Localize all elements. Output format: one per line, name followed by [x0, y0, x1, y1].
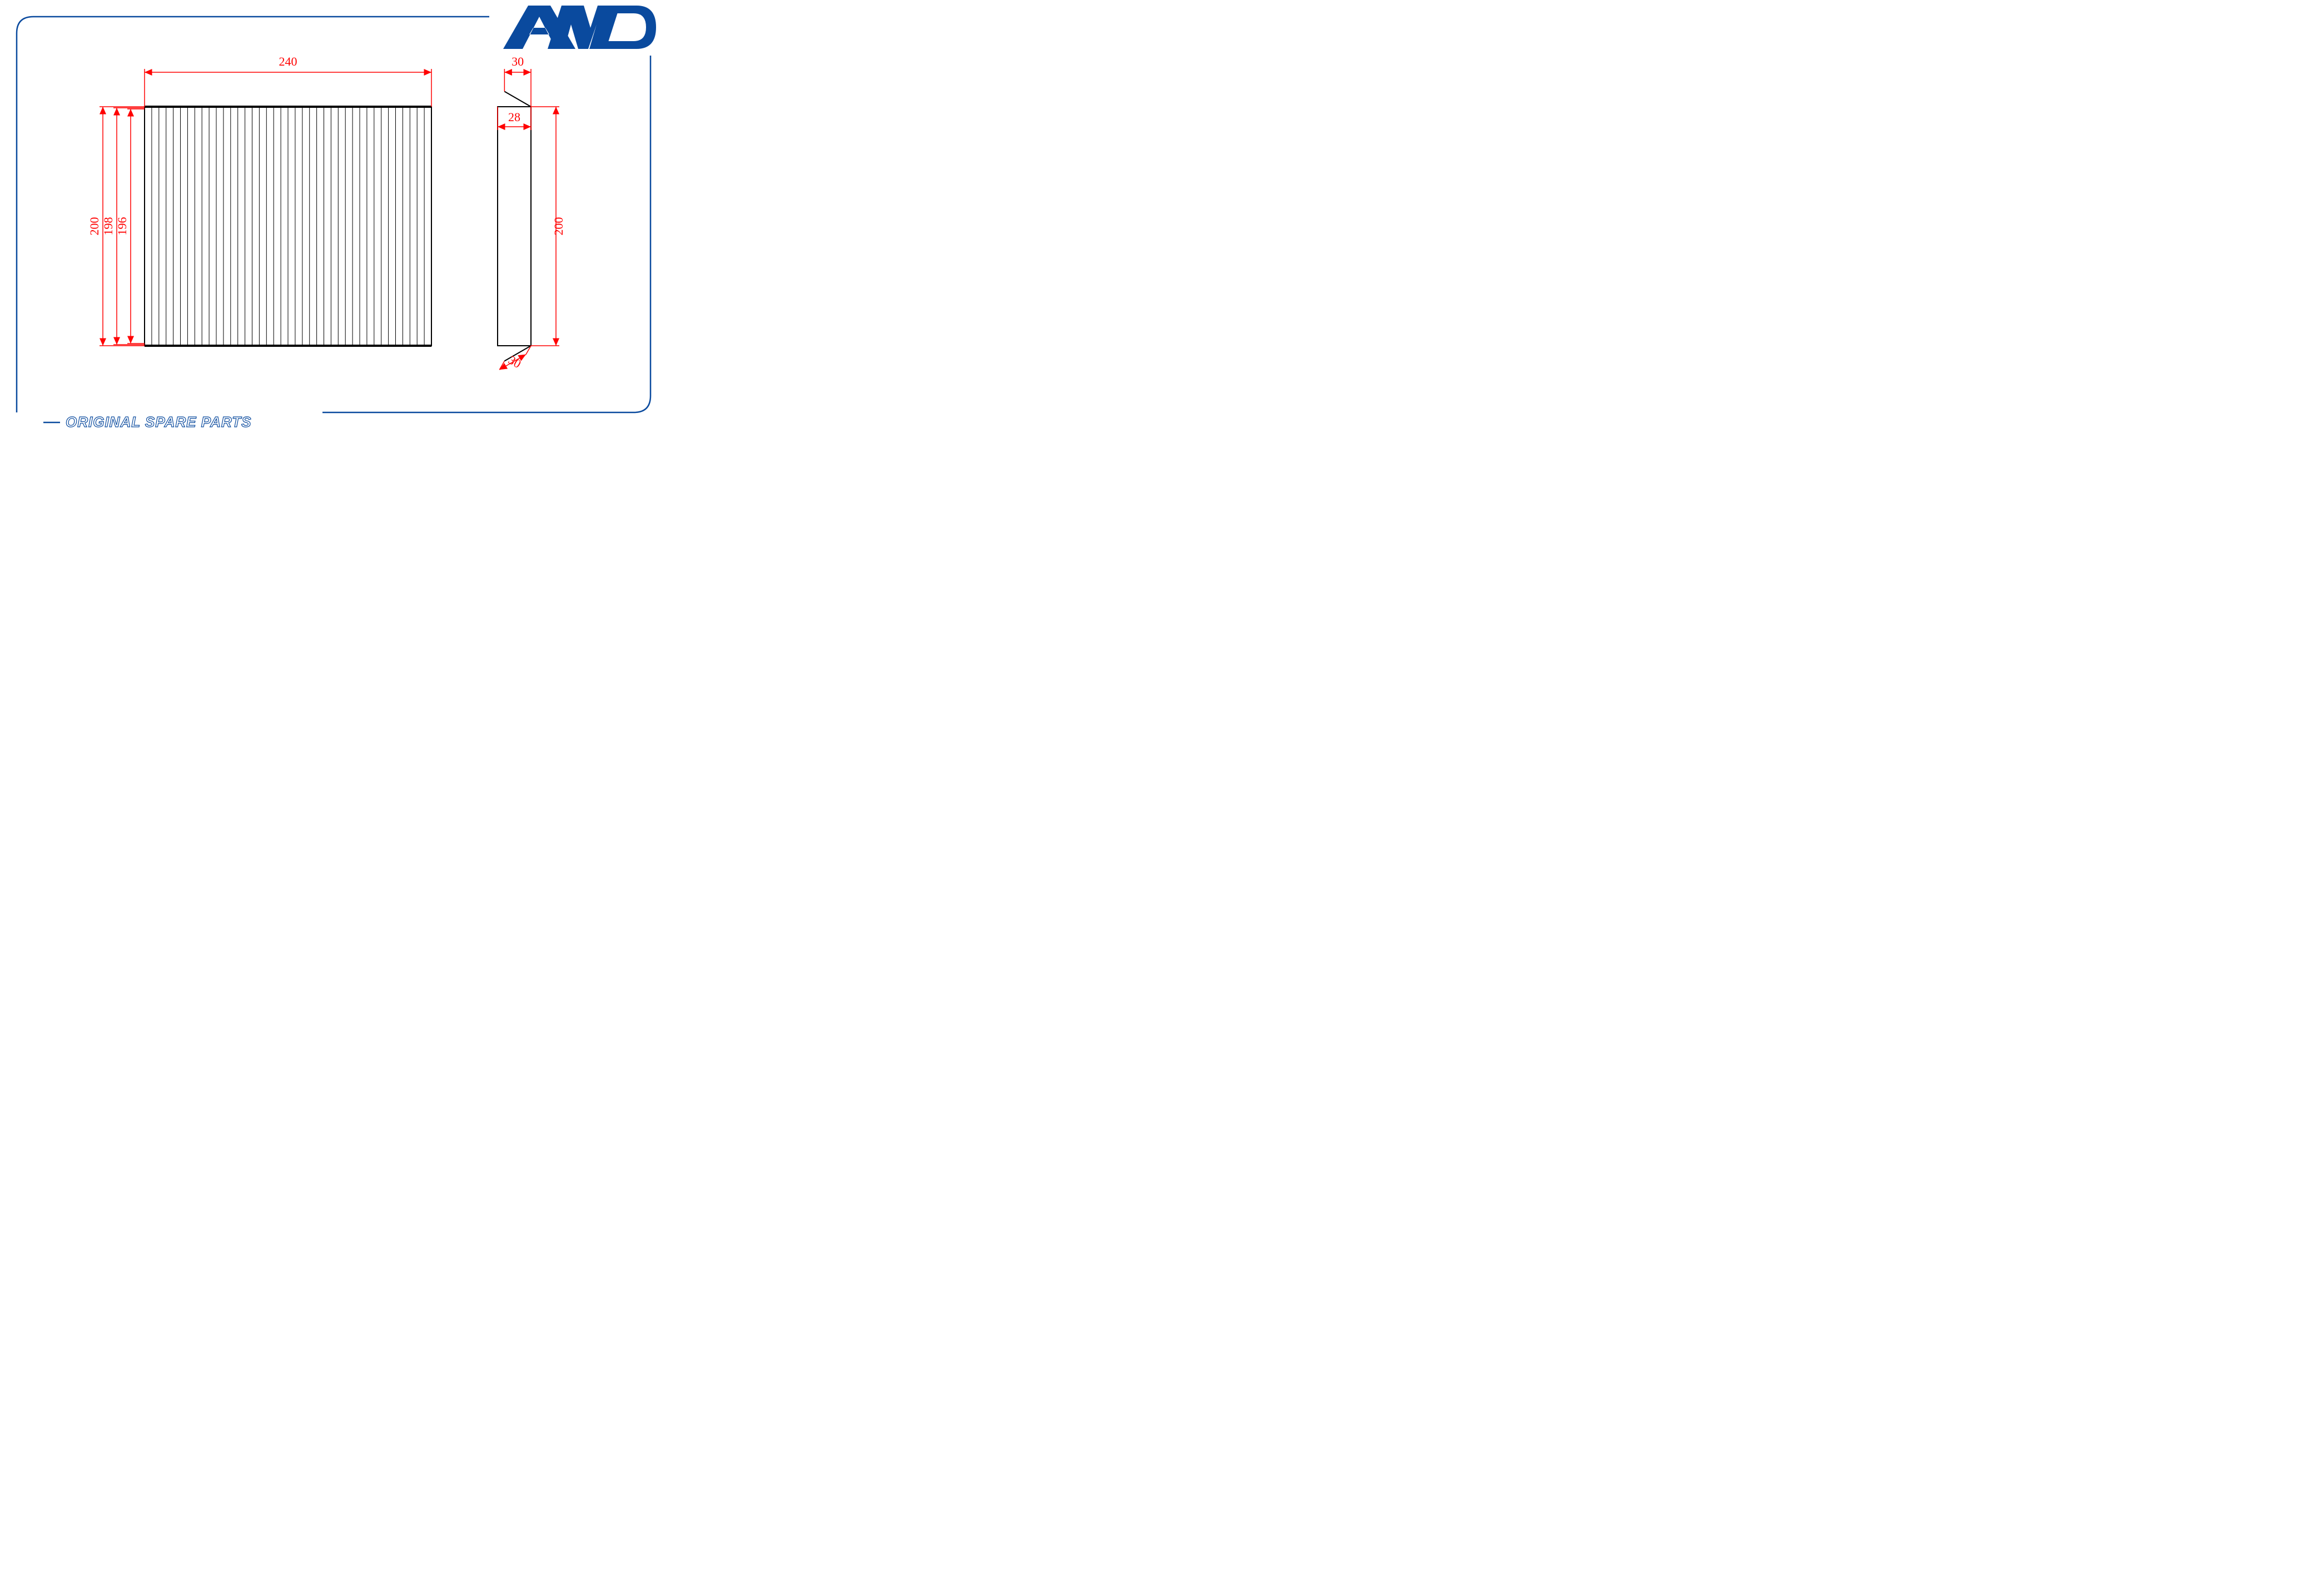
side-view-body	[498, 107, 531, 346]
footer-label: ORIGINAL SPARE PARTS	[66, 414, 251, 431]
dimension-value: 240	[279, 54, 297, 68]
dimension-value: 28	[508, 110, 520, 124]
dimension-value: 200	[552, 217, 565, 236]
dimension-value: 198	[101, 217, 115, 236]
dimension-value: 30	[512, 54, 524, 68]
dimension-value: 196	[115, 217, 129, 236]
dimension-value: 30	[506, 353, 524, 371]
dimension-value: 200	[87, 217, 101, 236]
engineering-drawing: 240200198196302820030	[0, 0, 667, 455]
